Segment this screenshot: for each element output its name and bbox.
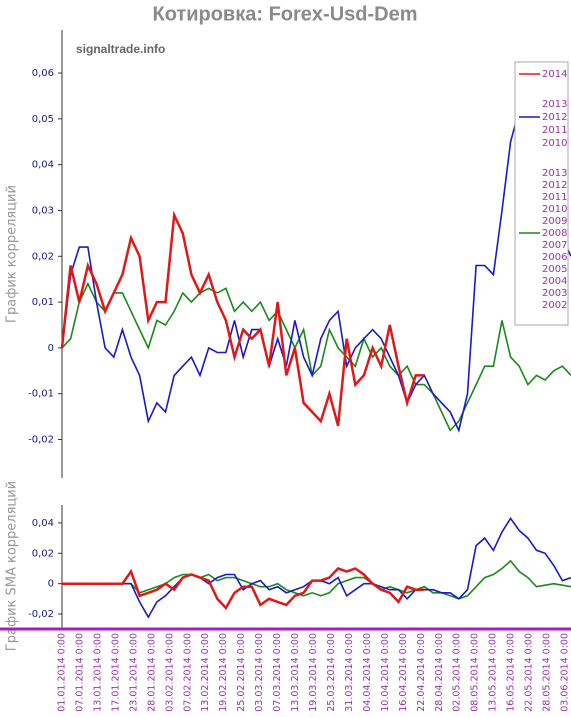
legend-label: 2014 (542, 69, 567, 80)
y-tick-label: 0,06 (32, 68, 54, 79)
x-tick-label: 02.05.2014 0:00 (452, 633, 463, 712)
legend-label: 2007 (542, 240, 567, 251)
x-tick-label: 03.02.2014 0:00 (164, 633, 175, 712)
series-line (62, 567, 425, 611)
x-tick-label: 04.04.2014 0:00 (362, 633, 373, 712)
x-tick-label: 28.04.2014 0:00 (434, 633, 445, 712)
x-tick-label: 03.03.2014 0:00 (254, 633, 265, 712)
chart-title: Котировка: Forex-Usd-Dem (152, 3, 417, 25)
x-tick-label: 03.06.2014 0:00 (560, 633, 571, 712)
legend-label: 2013 (542, 99, 567, 110)
legend-label: 2010 (542, 204, 567, 215)
x-tick-label: 22.05.2014 0:00 (524, 633, 535, 712)
x-tick-label: 23.01.2014 0:00 (128, 633, 139, 712)
legend-box (514, 61, 569, 326)
legend-label: 2013 (542, 168, 567, 179)
x-tick-label: 22.04.2014 0:00 (416, 633, 427, 712)
x-tick-label: 13.03.2014 0:00 (290, 633, 301, 712)
x-tick-label: 01.01.2014 0:00 (57, 633, 68, 712)
y-tick-label: -0,01 (28, 389, 54, 400)
x-tick-label: 28.01.2014 0:00 (146, 633, 157, 712)
y-tick-label: 0,02 (32, 548, 54, 559)
x-tick-label: 07.03.2014 0:00 (272, 633, 283, 712)
x-tick-label: 31.03.2014 0:00 (344, 633, 355, 712)
y-tick-label: 0,05 (32, 114, 54, 125)
x-tick-label: 17.01.2014 0:00 (110, 633, 121, 712)
legend-label: 2006 (542, 252, 567, 263)
x-tick-label: 13.05.2014 0:00 (488, 633, 499, 712)
x-tick-label: 07.02.2014 0:00 (182, 633, 193, 712)
x-tick-label: 13.02.2014 0:00 (200, 633, 211, 712)
y-tick-label: -0,02 (28, 435, 54, 446)
y-axis-title: График SMA корреляций (5, 481, 20, 651)
legend-label: 2012 (542, 112, 567, 123)
legend-label: 2012 (542, 180, 567, 191)
y-tick-label: 0,01 (32, 297, 54, 308)
y-tick-label: -0,02 (28, 609, 54, 620)
y-tick-label: 0,02 (32, 251, 54, 262)
x-tick-label: 25.02.2014 0:00 (236, 633, 247, 712)
x-tick-label: 19.03.2014 0:00 (308, 633, 319, 712)
legend-label: 2004 (542, 276, 567, 287)
legend-label: 2011 (542, 125, 567, 136)
legend-label: 2009 (542, 216, 567, 227)
y-tick-label: 0 (48, 343, 54, 354)
legend-label: 2008 (542, 228, 567, 239)
watermark: signaltrade.info (76, 42, 165, 56)
series-line (60, 210, 425, 427)
x-tick-label: 28.05.2014 0:00 (542, 633, 553, 712)
legend-label: 2003 (542, 288, 567, 299)
legend-label: 2005 (542, 264, 567, 275)
x-tick-label: 08.05.2014 0:00 (470, 633, 481, 712)
legend-label: 2011 (542, 192, 567, 203)
x-tick-label: 16.04.2014 0:00 (398, 633, 409, 712)
series-line (61, 281, 571, 432)
x-tick-label: 13.01.2014 0:00 (92, 633, 103, 712)
legend-label: 2010 (542, 138, 567, 149)
x-tick-label: 19.02.2014 0:00 (218, 633, 229, 712)
y-tick-label: 0,04 (32, 518, 54, 529)
y-tick-label: 0 (48, 579, 54, 590)
x-tick-label: 16.05.2014 0:00 (506, 633, 517, 712)
series-line (62, 516, 571, 619)
legend-label: 2002 (542, 300, 567, 311)
series-line (61, 106, 571, 433)
y-axis-title: График корреляций (5, 185, 20, 323)
y-tick-label: 0,04 (32, 160, 54, 171)
series-line (62, 559, 571, 600)
y-tick-label: 0,03 (32, 205, 54, 216)
x-tick-label: 10.04.2014 0:00 (380, 633, 391, 712)
x-tick-label: 07.01.2014 0:00 (74, 633, 85, 712)
x-tick-label: 25.03.2014 0:00 (326, 633, 337, 712)
